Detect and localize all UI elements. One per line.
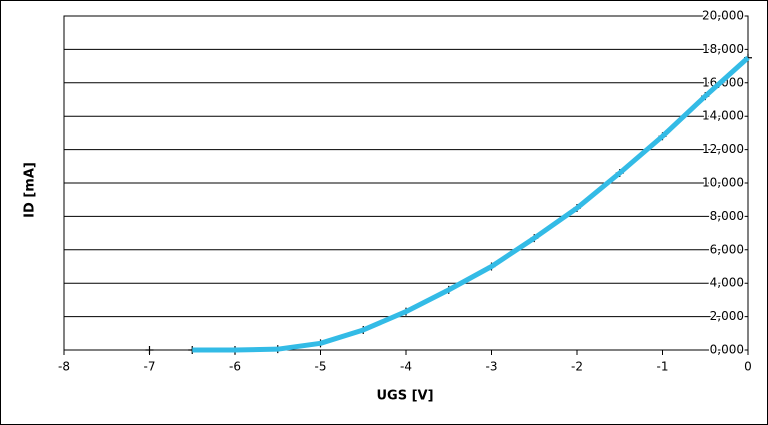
x-tick-label: 0 [744,360,752,374]
y-tick-label: 12,000 [702,142,744,156]
x-tick-label: -8 [58,360,70,374]
x-tick-label: -7 [144,360,156,374]
y-tick-label: 2,000 [710,309,744,323]
y-tick-label: 20,000 [702,9,744,23]
x-tick-label: -2 [571,360,583,374]
x-tick-label: -4 [400,360,412,374]
y-tick-label: 10,000 [702,176,744,190]
y-tick-label: 8,000 [710,209,744,223]
y-tick-label: 0,000 [710,343,744,357]
x-tick-label: -5 [315,360,327,374]
y-axis-title: ID [mA] [23,162,38,218]
y-tick-label: 4,000 [710,276,744,290]
x-tick-label: -6 [229,360,241,374]
y-tick-label: 18,000 [702,42,744,56]
data-point [145,346,154,354]
x-tick-label: -3 [486,360,498,374]
x-tick-label: -1 [657,360,669,374]
y-tick-label: 6,000 [710,242,744,256]
x-axis-title: UGS [V] [376,389,433,404]
fit-line [192,55,750,353]
y-tick-label: 14,000 [702,109,744,123]
